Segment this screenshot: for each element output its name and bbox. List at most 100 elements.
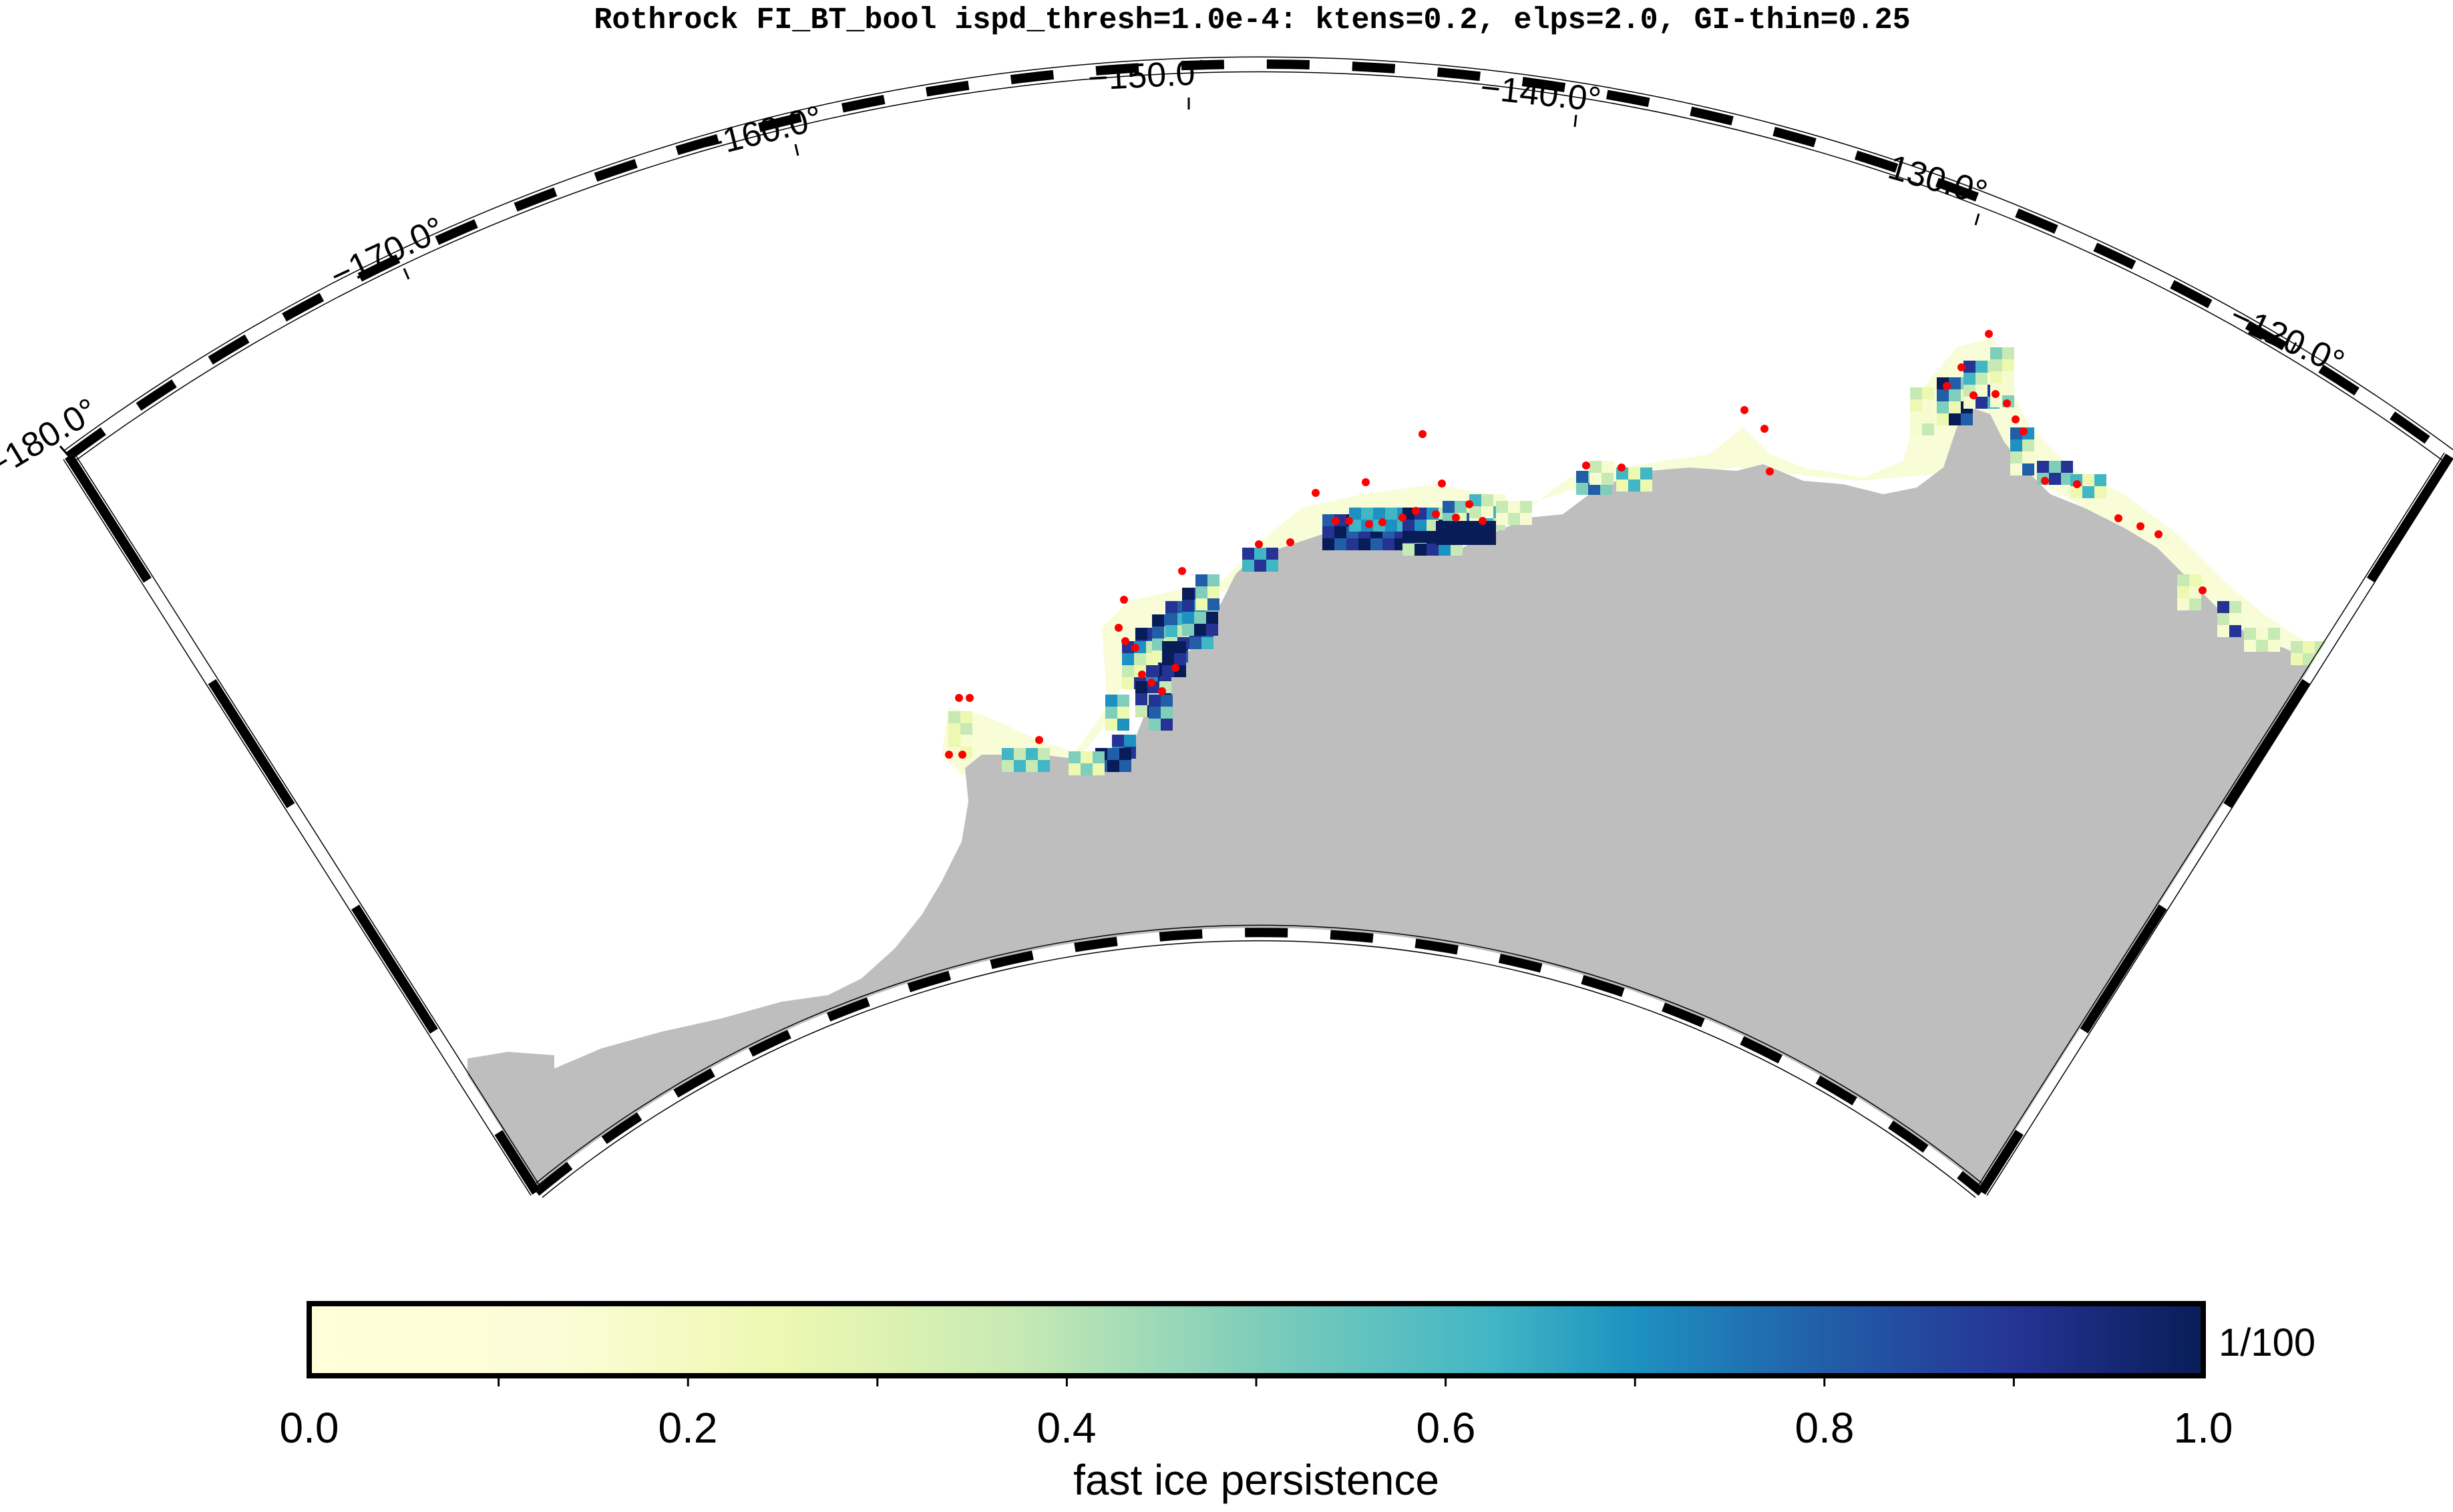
fast-ice-cell	[1346, 538, 1358, 550]
fast-ice-cell	[2229, 613, 2241, 625]
grounded-iceberg-dot	[1131, 644, 1139, 652]
frame-outer-arc-edge-in	[73, 71, 2446, 463]
fast-ice-cell	[1134, 653, 1146, 665]
fast-ice-cell	[1370, 538, 1382, 550]
colorbar-label: fast ice persistence	[1073, 1456, 1439, 1504]
grounded-iceberg-dot	[2003, 399, 2011, 407]
fast-ice-cell	[1162, 665, 1174, 677]
fast-ice-cell	[1112, 735, 1124, 747]
fast-ice-cell	[2177, 574, 2189, 586]
fast-ice-cell	[1484, 521, 1496, 533]
fast-ice-cell	[1117, 707, 1129, 719]
frame-outer-arc-edge-out	[64, 56, 2453, 451]
fast-ice-cell	[2061, 473, 2073, 485]
fast-ice-cell	[1910, 399, 1922, 411]
grounded-iceberg-dot	[1985, 330, 1993, 338]
fast-ice-cell	[1402, 531, 1414, 543]
fast-ice-cell	[1026, 748, 1038, 760]
fast-ice-cell	[1189, 637, 1201, 649]
fast-ice-cell	[1152, 638, 1164, 650]
fast-ice-cell	[1152, 650, 1164, 663]
frame-right-edge-line-b	[1986, 459, 2453, 1196]
fast-ice-cell	[1472, 533, 1484, 545]
fast-ice-cell	[1640, 480, 1652, 492]
frame-right-edge-black	[1977, 453, 2453, 1195]
fast-ice-cell	[1922, 399, 1934, 411]
fast-ice-cell	[948, 723, 960, 735]
grounded-iceberg-dot	[958, 751, 966, 759]
fast-ice-cell	[1014, 760, 1026, 772]
fast-ice-cell	[1460, 533, 1472, 545]
fast-ice-cell	[1206, 612, 1218, 624]
fast-ice-cell	[1322, 538, 1334, 550]
grounded-iceberg-dot	[2012, 415, 2020, 423]
colorbar-tick-5: 1.0	[2174, 1404, 2233, 1452]
fast-ice-cell	[1107, 748, 1119, 760]
fast-ice-cell	[2002, 347, 2014, 359]
fast-ice-cell	[2010, 451, 2022, 463]
fast-ice-cell	[2189, 574, 2201, 586]
fast-ice-cell	[1349, 508, 1361, 520]
fast-ice-cell	[2061, 461, 2073, 473]
fast-ice-cell	[1195, 586, 1207, 598]
colorbar-tick-0: 0.0	[280, 1404, 339, 1452]
fast-ice-cell	[1207, 598, 1219, 610]
fast-ice-cell	[2189, 586, 2201, 598]
grounded-iceberg-dot	[1582, 461, 1590, 469]
fast-ice-cell	[1135, 628, 1147, 640]
grounded-iceberg-dot	[955, 694, 963, 702]
fast-ice-cell	[948, 735, 960, 747]
fast-ice-cell	[2177, 586, 2189, 598]
fast-ice-cell	[1628, 480, 1640, 492]
fast-ice-cell	[2177, 598, 2189, 610]
fast-ice-cell	[1937, 413, 1949, 425]
fast-ice-cell	[1122, 665, 1134, 677]
fast-ice-cell	[1576, 483, 1588, 495]
fast-ice-cell	[1402, 520, 1414, 532]
lon-label-150: −150.0°	[1087, 53, 1210, 98]
fast-ice-cell	[1589, 461, 1601, 473]
fast-ice-cell	[1385, 520, 1397, 532]
fast-ice-cell	[1975, 373, 1988, 385]
fast-ice-cell	[1439, 531, 1451, 543]
grounded-iceberg-dot	[2041, 477, 2049, 485]
lon-tick-180	[59, 445, 70, 457]
fast-ice-cell	[2291, 653, 2303, 665]
fast-ice-cell	[1014, 748, 1026, 760]
fast-ice-cell	[1194, 624, 1206, 636]
fast-ice-cell	[1508, 501, 1520, 513]
fast-ice-cell	[1589, 473, 1601, 485]
fast-ice-cell	[2049, 473, 2061, 485]
fast-ice-cell	[2082, 486, 2094, 498]
fast-ice-cell	[1152, 614, 1164, 626]
fast-ice-cell	[1149, 719, 1161, 731]
fast-ice-cell	[1182, 612, 1194, 624]
fast-ice-cell	[1161, 719, 1173, 731]
lon-tick-160	[794, 144, 799, 156]
fast-ice-cell	[2268, 628, 2280, 640]
grounded-iceberg-dot	[1438, 480, 1446, 488]
grounded-iceberg-dot	[945, 751, 953, 759]
colorbar-tick-4: 0.8	[1795, 1404, 1855, 1452]
fast-ice-cell	[1460, 521, 1472, 533]
grounded-iceberg-dot	[1365, 520, 1373, 528]
fast-ice-cell	[960, 735, 972, 747]
grounded-iceberg-dot	[1412, 507, 1420, 515]
grounded-iceberg-dot	[1432, 510, 1440, 518]
fast-ice-cell	[1117, 719, 1129, 731]
fast-ice-cell	[2244, 628, 2256, 640]
grounded-iceberg-dot	[1158, 687, 1166, 695]
grounded-iceberg-dot	[1465, 500, 1473, 508]
colorbar-tick-3: 0.6	[1417, 1404, 1476, 1452]
fast-ice-cell	[1119, 748, 1131, 760]
fast-ice-cell	[1002, 748, 1014, 760]
fast-ice-cell	[1937, 401, 1949, 413]
fast-ice-cell	[1165, 601, 1177, 613]
grounded-iceberg-dot	[1479, 517, 1487, 525]
grounded-iceberg-dot	[1120, 596, 1128, 604]
colorbar-unit-label: 1/100	[2219, 1321, 2315, 1364]
fast-ice-cell	[2303, 641, 2315, 653]
fast-ice-cell	[1242, 560, 1254, 572]
grounded-iceberg-dot	[1312, 489, 1320, 497]
fast-ice-cell	[1949, 377, 1961, 389]
